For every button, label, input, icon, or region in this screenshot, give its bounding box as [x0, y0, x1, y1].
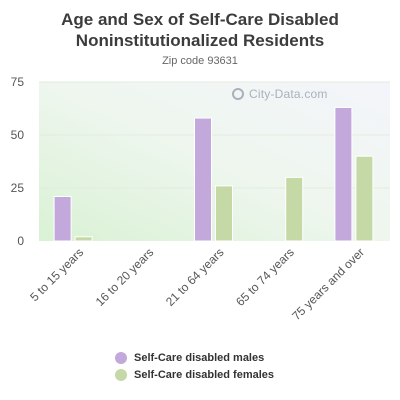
chart-title: Age and Sex of Self-Care Disabled Nonins…: [0, 9, 400, 51]
legend-swatch-females: [115, 369, 127, 381]
legend-item-males: Self-Care disabled males: [115, 350, 274, 366]
x-tick-label: 75 years and over: [289, 245, 367, 323]
bar-females: [74, 236, 93, 242]
legend-item-females: Self-Care disabled females: [115, 367, 274, 383]
legend-swatch-males: [115, 352, 127, 364]
chart-title-line-2: Noninstitutionalized Residents: [75, 31, 325, 50]
x-tick-label: 5 to 15 years: [27, 245, 86, 304]
y-tick-label: 0: [17, 234, 24, 248]
x-tick-label: 21 to 64 years: [163, 245, 227, 309]
watermark-text: City-Data.com: [249, 87, 328, 101]
bar-females: [215, 185, 233, 242]
legend: Self-Care disabled males Self-Care disab…: [115, 350, 274, 384]
bar-females: [355, 155, 374, 242]
bar-males: [194, 117, 212, 242]
y-tick-label: 50: [11, 128, 25, 142]
x-tick-label: 65 to 74 years: [233, 245, 297, 309]
bar-females: [285, 176, 304, 242]
y-tick-label: 25: [11, 181, 25, 195]
y-tick-label: 75: [11, 75, 25, 89]
bar-males: [53, 195, 72, 242]
legend-label-males: Self-Care disabled males: [134, 352, 265, 364]
search-icon: [232, 88, 244, 100]
plot-area: [39, 82, 390, 241]
watermark: City-Data.com: [232, 87, 328, 101]
bar-males: [334, 106, 353, 242]
chart-subtitle: Zip code 93631: [162, 55, 238, 67]
legend-label-females: Self-Care disabled females: [134, 369, 275, 381]
chart-title-line-1: Age and Sex of Self-Care Disabled: [61, 10, 339, 29]
x-tick-label: 16 to 20 years: [93, 245, 157, 309]
